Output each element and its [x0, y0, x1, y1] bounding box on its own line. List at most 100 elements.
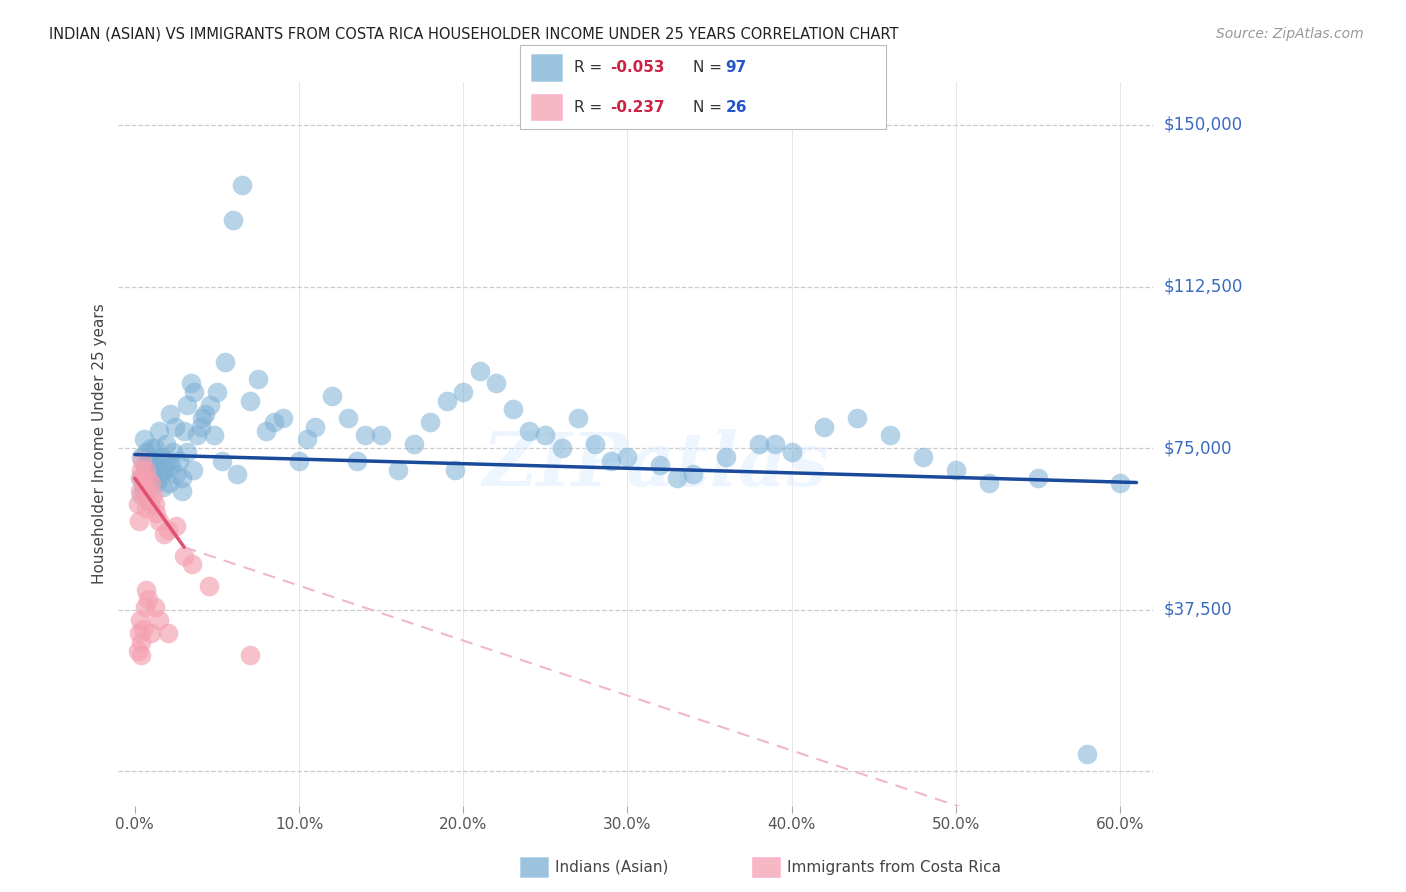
Text: Source: ZipAtlas.com: Source: ZipAtlas.com [1216, 27, 1364, 41]
Point [138, 497, 160, 511]
Point [170, 484, 193, 499]
Point [127, 497, 149, 511]
Point [254, 424, 277, 438]
Point [135, 583, 157, 598]
Point [186, 428, 208, 442]
Text: R =: R = [574, 60, 607, 75]
Point [190, 419, 212, 434]
Point [141, 475, 163, 490]
Point [143, 497, 166, 511]
Point [162, 445, 184, 459]
Point [156, 454, 179, 468]
Point [143, 454, 166, 468]
Point [551, 441, 574, 455]
Point [145, 441, 167, 455]
Point [173, 549, 195, 563]
Point [191, 410, 214, 425]
Point [136, 484, 159, 499]
Point [214, 355, 236, 369]
Point [879, 428, 901, 442]
Point [194, 407, 217, 421]
Point [288, 454, 311, 468]
Point [780, 445, 803, 459]
Point [136, 591, 159, 606]
Point [247, 372, 270, 386]
Point [143, 600, 166, 615]
Point [239, 393, 262, 408]
Point [682, 467, 704, 481]
Point [167, 454, 190, 468]
Point [231, 178, 253, 193]
Point [181, 462, 204, 476]
Point [127, 643, 149, 657]
Point [157, 475, 180, 490]
Point [153, 527, 176, 541]
Point [145, 506, 167, 520]
Point [222, 212, 245, 227]
Point [1076, 747, 1098, 761]
Point [148, 471, 170, 485]
Point [176, 445, 198, 459]
Point [129, 488, 152, 502]
Point [131, 648, 153, 662]
Point [650, 458, 672, 473]
Point [517, 424, 540, 438]
Text: Indians (Asian): Indians (Asian) [555, 860, 669, 874]
Point [763, 436, 786, 450]
Point [128, 613, 150, 627]
Point [134, 488, 156, 502]
Point [153, 462, 176, 476]
Point [225, 467, 247, 481]
Point [128, 626, 150, 640]
Point [136, 471, 159, 485]
Point [197, 579, 219, 593]
Point [263, 415, 285, 429]
Point [321, 389, 343, 403]
Point [402, 436, 425, 450]
Point [134, 600, 156, 615]
Text: R =: R = [574, 100, 607, 114]
Point [977, 475, 1000, 490]
Text: $112,500: $112,500 [1164, 277, 1243, 295]
Point [135, 501, 157, 516]
Point [271, 410, 294, 425]
Point [173, 424, 195, 438]
Point [148, 424, 170, 438]
Point [337, 410, 360, 425]
Y-axis label: Householder Income Under 25 years: Householder Income Under 25 years [93, 303, 107, 584]
Point [136, 471, 159, 485]
Point [152, 480, 174, 494]
Text: ZIPatlas: ZIPatlas [482, 429, 830, 501]
Point [1109, 475, 1132, 490]
Point [502, 402, 524, 417]
Point [132, 433, 155, 447]
Point [128, 484, 150, 499]
Text: -0.237: -0.237 [610, 100, 665, 114]
Point [714, 450, 737, 464]
Point [156, 626, 179, 640]
Point [135, 462, 157, 476]
Point [165, 518, 187, 533]
Point [370, 428, 392, 442]
Text: N =: N = [693, 60, 727, 75]
Point [183, 385, 205, 400]
Point [160, 458, 183, 473]
Point [129, 635, 152, 649]
Point [128, 514, 150, 528]
Point [616, 450, 638, 464]
Point [145, 475, 167, 490]
Text: -0.053: -0.053 [610, 60, 665, 75]
Point [141, 462, 163, 476]
Point [181, 558, 204, 572]
Point [132, 480, 155, 494]
Point [152, 462, 174, 476]
Point [128, 471, 150, 485]
Point [138, 454, 160, 468]
Point [132, 480, 155, 494]
Point [205, 385, 228, 400]
Point [419, 415, 441, 429]
Point [131, 462, 153, 476]
Text: 97: 97 [725, 60, 747, 75]
Point [142, 488, 165, 502]
Point [135, 445, 157, 459]
